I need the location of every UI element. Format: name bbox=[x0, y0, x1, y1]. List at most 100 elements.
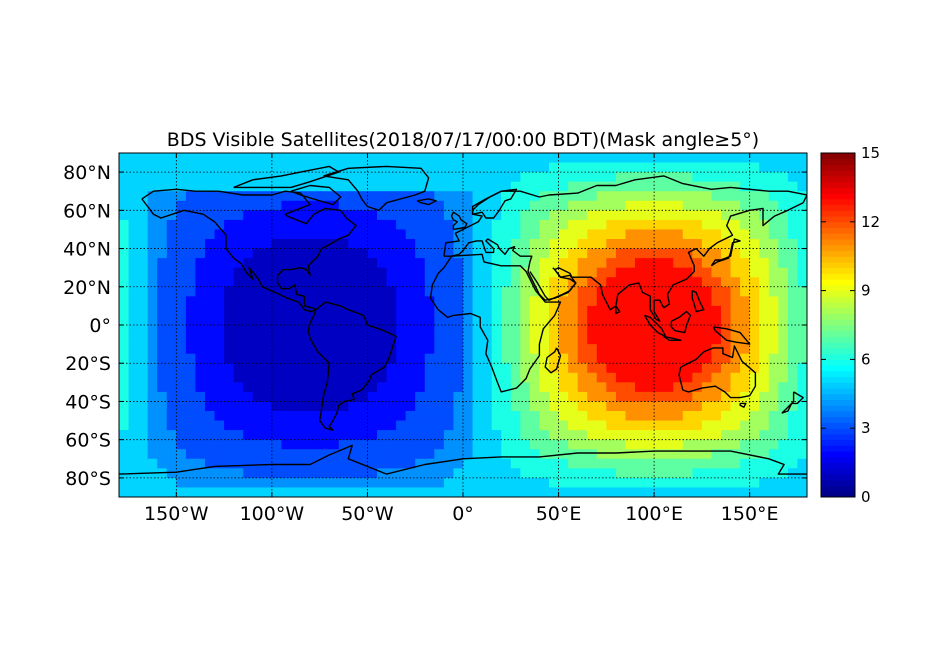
heatmap-cell bbox=[587, 477, 598, 488]
heatmap-cell bbox=[281, 430, 292, 441]
heatmap-cell bbox=[472, 401, 483, 412]
heatmap-cell bbox=[797, 267, 807, 278]
heatmap-cell bbox=[520, 420, 531, 431]
heatmap-cell bbox=[415, 200, 426, 211]
heatmap-cell bbox=[463, 210, 473, 221]
heatmap-cell bbox=[759, 181, 770, 192]
heatmap-cell bbox=[558, 162, 569, 173]
heatmap-cell bbox=[147, 162, 158, 173]
heatmap-cell bbox=[443, 219, 454, 230]
heatmap-cell bbox=[635, 391, 645, 402]
heatmap-cell bbox=[768, 487, 779, 497]
heatmap-cell bbox=[740, 277, 751, 288]
heatmap-cell bbox=[539, 439, 550, 450]
heatmap-cell bbox=[625, 267, 636, 278]
heatmap-cell bbox=[233, 439, 244, 450]
colorbar-swatch bbox=[821, 376, 855, 383]
heatmap-cell bbox=[482, 353, 493, 364]
java-coast bbox=[663, 335, 682, 341]
heatmap-cell bbox=[625, 382, 636, 393]
heatmap-cell bbox=[501, 181, 512, 192]
heatmap-cell bbox=[654, 219, 665, 230]
heatmap-cell bbox=[740, 477, 751, 488]
heatmap-cell bbox=[166, 286, 177, 297]
heatmap-cell bbox=[587, 468, 598, 479]
antarctica-coast bbox=[119, 444, 807, 475]
heatmap-cell bbox=[711, 200, 722, 211]
heatmap-cell bbox=[348, 363, 359, 374]
colorbar-swatch bbox=[821, 181, 855, 188]
heatmap-cell bbox=[472, 153, 483, 163]
heatmap-cell bbox=[195, 439, 206, 450]
heatmap-cell bbox=[606, 382, 617, 393]
heatmap-cell bbox=[138, 277, 149, 288]
heatmap-cell bbox=[635, 401, 645, 412]
heatmap-cell bbox=[205, 401, 215, 412]
heatmap-cell bbox=[243, 411, 254, 421]
heatmap-cell bbox=[568, 477, 579, 488]
heatmap-cell bbox=[654, 210, 665, 221]
heatmap-cell bbox=[166, 219, 177, 230]
heatmap-cell bbox=[625, 458, 636, 469]
heatmap-cell bbox=[119, 458, 129, 469]
heatmap-cell bbox=[568, 420, 579, 431]
heatmap-cell bbox=[606, 420, 617, 431]
heatmap-cell bbox=[262, 305, 273, 316]
heatmap-cell bbox=[405, 477, 416, 488]
heatmap-cell bbox=[319, 258, 330, 269]
heatmap-cell bbox=[119, 439, 129, 450]
heatmap-cell bbox=[596, 219, 607, 230]
heatmap-cell bbox=[147, 458, 158, 469]
heatmap-cell bbox=[596, 420, 607, 431]
heatmap-cell bbox=[730, 153, 741, 163]
heatmap-cell bbox=[252, 411, 263, 421]
heatmap-cell bbox=[291, 267, 301, 278]
heatmap-cell bbox=[119, 153, 129, 163]
colorbar-swatch bbox=[821, 456, 855, 464]
heatmap-cell bbox=[310, 334, 321, 345]
heatmap-cell bbox=[176, 325, 187, 335]
heatmap-cell bbox=[463, 305, 473, 316]
heatmap-cell bbox=[195, 153, 206, 163]
heatmap-cell bbox=[338, 296, 349, 307]
heatmap-cell bbox=[262, 487, 273, 497]
heatmap-cell bbox=[271, 286, 282, 297]
heatmap-cell bbox=[205, 200, 215, 211]
heatmap-cell bbox=[128, 344, 139, 355]
heatmap-cell bbox=[577, 363, 588, 374]
heatmap-cell bbox=[654, 439, 665, 450]
heatmap-cell bbox=[224, 258, 235, 269]
heatmap-cell bbox=[415, 267, 426, 278]
heatmap-cell bbox=[157, 325, 168, 335]
heatmap-cell bbox=[310, 353, 321, 364]
heatmap-cell bbox=[596, 325, 607, 335]
heatmap-cell bbox=[119, 372, 129, 383]
heatmap-cell bbox=[644, 449, 655, 460]
heatmap-cell bbox=[300, 325, 311, 335]
heatmap-cell bbox=[252, 191, 263, 202]
heatmap-cell bbox=[291, 162, 301, 173]
heatmap-cell bbox=[529, 430, 540, 441]
heatmap-cell bbox=[759, 353, 770, 364]
heatmap-cell bbox=[138, 305, 149, 316]
heatmap-cell bbox=[482, 382, 493, 393]
heatmap-cell bbox=[224, 181, 235, 192]
graticule-grid bbox=[119, 153, 807, 497]
heatmap-cell bbox=[271, 153, 282, 163]
heatmap-cell bbox=[396, 172, 407, 183]
heatmap-cell bbox=[453, 258, 464, 269]
heatmap-cell bbox=[415, 449, 426, 460]
heatmap-cell bbox=[654, 305, 665, 316]
heatmap-cell bbox=[491, 411, 502, 421]
heatmap-cell bbox=[692, 162, 703, 173]
heatmap-cell bbox=[482, 229, 493, 240]
heatmap-cell bbox=[501, 372, 512, 383]
heatmap-cell bbox=[300, 296, 311, 307]
heatmap-cell bbox=[711, 162, 722, 173]
heatmap-cell bbox=[711, 391, 722, 402]
heatmap-cell bbox=[243, 430, 254, 441]
heatmap-cell bbox=[549, 372, 559, 383]
heatmap-cell bbox=[119, 411, 129, 421]
heatmap-cell bbox=[730, 477, 741, 488]
heatmap-cell bbox=[510, 477, 521, 488]
